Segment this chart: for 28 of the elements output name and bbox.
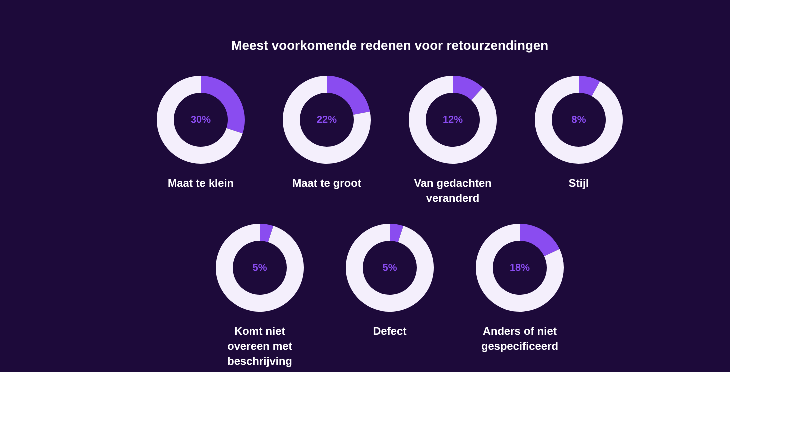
text: 18% — [510, 263, 530, 274]
donut-slice — [260, 224, 274, 242]
text: 22% — [316, 115, 338, 126]
text: Meest voorkomende redenen voor retourzendingen — [231, 38, 549, 53]
text: 30% — [190, 115, 212, 126]
donut-slice — [476, 224, 564, 312]
text: Komt niet overeen met beschrijving — [228, 326, 293, 368]
text: Maat te groot — [292, 178, 362, 190]
donut-slice — [346, 224, 434, 312]
text: Stijl — [568, 178, 590, 190]
donut-slice — [579, 76, 600, 96]
text: Van gedachten veranderd — [414, 178, 492, 205]
donut-slice — [535, 76, 623, 164]
donut-slice — [390, 224, 404, 242]
donut-slice — [283, 76, 371, 164]
text: 12% — [442, 115, 464, 126]
text: 5% — [382, 263, 398, 274]
donut-slice — [453, 76, 484, 100]
donut-slice — [409, 76, 497, 164]
text: Defect — [373, 326, 408, 338]
text: Anders of niet gespecificeerd — [481, 326, 559, 353]
text: Maat te klein — [168, 178, 234, 190]
text: 5% — [252, 263, 268, 274]
donut-slice — [216, 224, 304, 312]
donut-slice — [520, 224, 560, 257]
donut-slice — [157, 76, 243, 164]
text: 8% — [572, 115, 586, 126]
donut-slice — [327, 76, 370, 115]
